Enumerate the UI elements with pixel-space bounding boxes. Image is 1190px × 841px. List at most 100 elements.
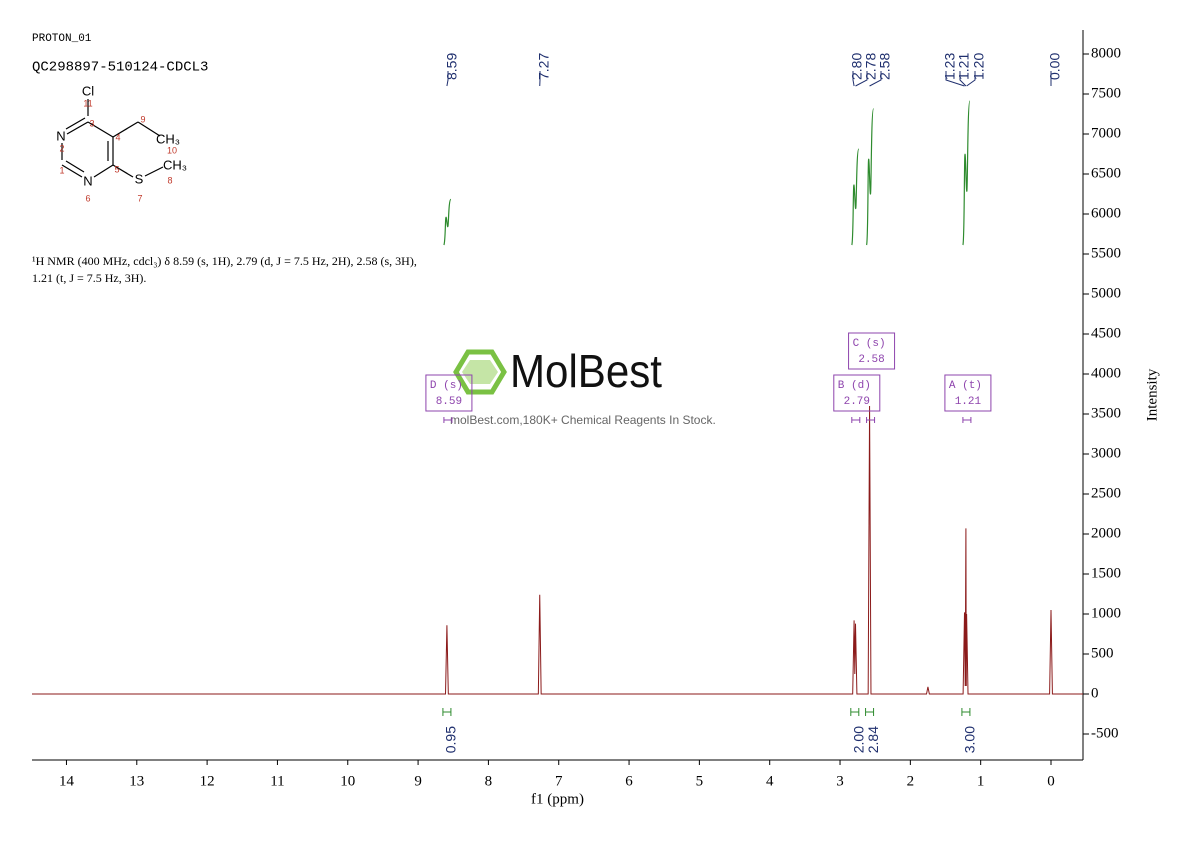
integral-curve [851, 148, 860, 246]
peak-connector [869, 71, 882, 87]
integral-marker [961, 708, 971, 716]
y-tick-label: 5000 [1091, 285, 1121, 301]
integral-label: 3.00 [962, 726, 978, 753]
atom-number: 7 [137, 193, 142, 203]
y-tick-label: 6500 [1091, 165, 1121, 181]
y-tick-label: 2500 [1091, 485, 1121, 501]
watermark-icon [453, 349, 507, 395]
watermark-tagline: molBest.com,180K+ Chemical Reagents In S… [450, 413, 716, 427]
y-tick-label: 1000 [1091, 605, 1121, 621]
multiplet-label: C (s) [853, 338, 886, 350]
atom-number: 3 [89, 118, 94, 128]
multiplet-marker [851, 417, 861, 423]
multiplet-shift: 1.21 [955, 396, 982, 408]
peak-connector [959, 71, 967, 87]
y-tick-label: 7000 [1091, 125, 1121, 141]
atom-number: 4 [115, 132, 120, 142]
multiplet-box [944, 374, 992, 412]
peak-label: 2.58 [877, 53, 893, 80]
atom-number: 6 [85, 193, 90, 203]
y-tick-label: 2000 [1091, 525, 1121, 541]
y-axis-label: Intensity [1144, 368, 1160, 421]
atom-number: 1 [59, 165, 64, 175]
y-tick-label: 0 [1091, 685, 1099, 701]
x-tick-label: 12 [200, 773, 215, 789]
integral-label: 2.84 [865, 726, 881, 753]
multiplet-box [425, 374, 473, 412]
multiplet-shift: 2.58 [858, 354, 884, 366]
atom-number: 8 [167, 175, 172, 185]
integral-marker [865, 708, 875, 716]
x-tick-label: 5 [696, 773, 704, 789]
atom-label: N [56, 128, 65, 143]
atom-label: N [83, 173, 92, 188]
y-tick-label: 500 [1091, 645, 1114, 661]
molecule-bonds [61, 99, 164, 178]
atom-label: Cl [82, 83, 94, 98]
x-tick-label: 1 [977, 773, 985, 789]
multiplet-marker [866, 417, 876, 423]
atom-label: CH₃ [163, 157, 187, 172]
x-tick-label: 2 [907, 773, 915, 789]
peak-label: 1.20 [971, 53, 987, 80]
integral-label: 2.00 [850, 726, 866, 753]
multiplet-label: D (s) [430, 380, 463, 392]
multiplet-marker [962, 417, 972, 423]
x-tick-label: 10 [340, 773, 355, 789]
integral-label: 0.95 [443, 726, 459, 753]
x-tick-label: 4 [766, 773, 774, 789]
multiplet-box [833, 374, 881, 412]
x-tick-label: 11 [270, 773, 284, 789]
integral-marker [442, 708, 452, 716]
y-tick-label: 4000 [1091, 365, 1121, 381]
multiplet-label: A (t) [949, 380, 982, 392]
y-tick-label: 4500 [1091, 325, 1121, 341]
spectrum [32, 405, 1083, 695]
x-tick-label: 7 [555, 773, 563, 789]
integral-curve [443, 198, 452, 246]
x-axis-label: f1 (ppm) [531, 791, 584, 807]
peak-connector [446, 71, 449, 87]
nmr-description: ¹H NMR (400 MHz, cdcl₃) δ 8.59 (s, 1H), … [32, 254, 417, 285]
x-tick-label: 8 [485, 773, 493, 789]
peak-label: 7.27 [536, 53, 552, 80]
peak-connector [966, 71, 976, 87]
x-tick-label: 3 [836, 773, 844, 789]
x-tick-label: 9 [414, 773, 422, 789]
y-tick-label: 3000 [1091, 445, 1121, 461]
atom-label: CH₃ [156, 131, 180, 146]
multiplet-box [848, 332, 896, 370]
multiplet-shift: 2.79 [844, 396, 870, 408]
peak-connector [855, 71, 868, 87]
y-tick-label: 7500 [1091, 85, 1121, 101]
peak-label: 0.00 [1047, 53, 1063, 80]
y-tick-label: 1500 [1091, 565, 1121, 581]
atom-number: 11 [83, 98, 92, 108]
peak-label: 1.21 [956, 53, 972, 80]
atom-number: 10 [167, 145, 177, 155]
atom-number: 9 [140, 114, 145, 124]
peak-connector [852, 71, 855, 87]
y-tick-label: -500 [1091, 725, 1119, 741]
y-tick-label: 8000 [1091, 45, 1121, 61]
atom-number: 5 [114, 164, 119, 174]
integral-curve [962, 100, 971, 246]
atom-number: 2 [59, 143, 64, 153]
peak-label: 8.59 [444, 53, 460, 80]
watermark-icon-inner [462, 360, 498, 384]
sample: QC298897-510124-CDCL3 [32, 60, 208, 76]
x-tick-label: 0 [1047, 773, 1055, 789]
y-tick-label: 3500 [1091, 405, 1121, 421]
multiplet-marker [443, 417, 453, 423]
y-tick-label: 5500 [1091, 245, 1121, 261]
y-tick-label: 6000 [1091, 205, 1121, 221]
multiplet-shift: 8.59 [436, 396, 462, 408]
multiplet-label: B (d) [838, 380, 871, 392]
atom-label: S [135, 171, 144, 186]
integral-curve [865, 108, 875, 246]
x-tick-label: 14 [59, 773, 75, 789]
x-tick-label: 6 [625, 773, 633, 789]
